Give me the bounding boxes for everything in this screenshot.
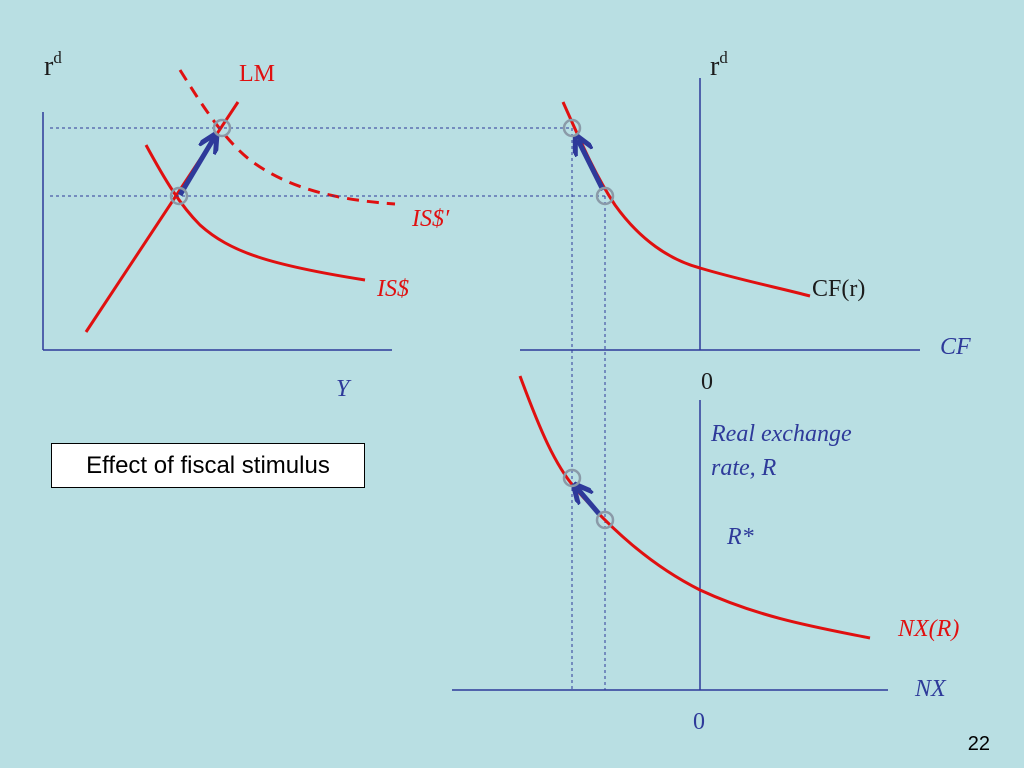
slide-number: 22 [967, 733, 990, 755]
is-shifted-curve [178, 69, 396, 206]
nx-zero-label: 0 [693, 709, 705, 735]
nx-x-axis-label: NX [915, 676, 946, 702]
is-lm-panel [42, 69, 396, 351]
net-exports-panel [452, 375, 888, 691]
lm-curve [84, 101, 240, 333]
caption-text: Effect of fiscal stimulus [86, 451, 330, 479]
cf-zero-label: 0 [701, 369, 713, 395]
is-lm-y-axis-label: rd [44, 48, 62, 82]
lm-label: LM [239, 61, 275, 87]
cf-curve-label: CF(r) [812, 276, 866, 302]
nx-curve [518, 375, 871, 640]
cf-x-axis-label: CF [940, 334, 971, 360]
is-lm-shift-arrow [177, 138, 214, 197]
cf-new-point [562, 118, 582, 138]
is-lm-x-axis-label: Y [336, 376, 350, 402]
cf-shift-arrow [578, 140, 606, 192]
is-lm-old-equilibrium [169, 186, 189, 206]
nx-y-axis-label-line2: rate, R [711, 455, 777, 481]
nx-new-point [562, 468, 582, 488]
cf-curve [561, 101, 811, 298]
is-lm-y-axis-sup: d [53, 48, 62, 67]
cf-y-axis-sup: d [719, 48, 728, 67]
is-curve [144, 144, 366, 282]
capital-flows-panel [520, 78, 920, 351]
cf-y-axis-label: rd [710, 48, 728, 82]
is-lm-new-equilibrium [212, 118, 232, 138]
nx-shift-arrow [577, 488, 602, 517]
nx-curve-label: NX(R) [898, 616, 960, 642]
is-label: IS$ [377, 276, 409, 302]
nx-old-point [595, 510, 615, 530]
nx-equilibrium-label: R* [727, 524, 754, 550]
caption-box: Effect of fiscal stimulus [51, 443, 365, 488]
is-shifted-label: IS$′ [412, 206, 450, 232]
nx-y-axis-label-line1: Real exchange [711, 421, 852, 447]
cf-old-point [595, 186, 615, 206]
